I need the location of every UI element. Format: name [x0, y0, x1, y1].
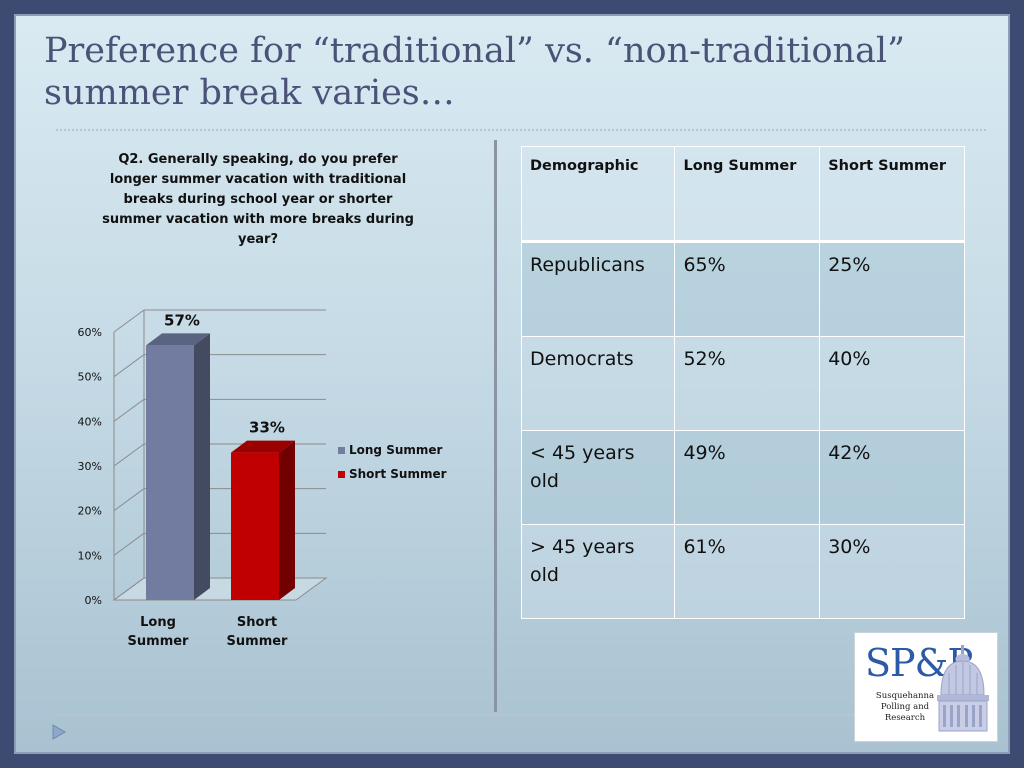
- data-label-long-summer: 57%: [164, 311, 200, 329]
- title-divider: [56, 129, 986, 131]
- logo-caption: Susquehanna Polling and Research: [863, 691, 947, 724]
- x-tick-label-long-summer: Summer: [128, 634, 190, 649]
- bar-top-long-summer: [146, 333, 210, 346]
- legend-item-short-summer: Short Summer: [338, 462, 447, 486]
- cell-long-summer: 52%: [674, 336, 821, 431]
- cell-long-summer: 65%: [674, 241, 821, 337]
- header-short-summer: Short Summer: [819, 146, 965, 243]
- table-header-row: Demographic Long Summer Short Summer: [520, 146, 965, 243]
- table-row: > 45 years old 61% 30%: [520, 524, 965, 619]
- cell-short-summer: 25%: [819, 241, 965, 337]
- cell-short-summer: 42%: [819, 430, 965, 525]
- cell-demographic: > 45 years old: [520, 524, 676, 619]
- y-tick-label: 40%: [78, 415, 102, 428]
- bar-short-summer: [231, 452, 279, 600]
- cell-short-summer: 40%: [819, 336, 965, 431]
- logo-caption-line-1: Susquehanna: [875, 691, 935, 701]
- cell-demographic: Republicans: [520, 241, 676, 337]
- legend-swatch-short-summer: [338, 470, 345, 478]
- y-tick-label: 10%: [78, 549, 102, 562]
- cell-demographic: Democrats: [520, 336, 676, 431]
- x-tick-label-long-summer: Long: [140, 615, 176, 630]
- vertical-divider: [494, 140, 497, 712]
- slide: Preference for “traditional” vs. “non-tr…: [14, 14, 1010, 754]
- logo-caption-line-2: Polling and: [880, 702, 930, 712]
- cell-long-summer: 61%: [674, 524, 821, 619]
- y-tick-label: 30%: [78, 460, 102, 473]
- table-row: < 45 years old 49% 42%: [520, 430, 965, 525]
- gridline-side: [113, 354, 145, 378]
- data-label-short-summer: 33%: [249, 419, 285, 437]
- footer-divider: [56, 714, 986, 716]
- demographic-table: Demographic Long Summer Short Summer Rep…: [520, 146, 965, 619]
- x-tick-label-short-summer: Summer: [227, 634, 289, 649]
- legend-label-short-summer: Short Summer: [349, 467, 447, 481]
- bar-top-short-summer: [231, 440, 295, 453]
- x-tick-label-short-summer: Short: [237, 615, 277, 630]
- capitol-dome-icon: [937, 645, 989, 732]
- cell-demographic: < 45 years old: [520, 430, 676, 525]
- table-row: Republicans 65% 25%: [520, 241, 965, 337]
- bar-long-summer: [146, 345, 194, 600]
- table-row: Democrats 52% 40%: [520, 336, 965, 431]
- header-demographic: Demographic: [520, 146, 676, 243]
- y-tick-label: 50%: [78, 371, 102, 384]
- legend-swatch-long-summer: [338, 446, 345, 454]
- gridline-side: [113, 488, 145, 512]
- cell-short-summer: 30%: [819, 524, 965, 619]
- y-tick-label: 20%: [78, 505, 102, 518]
- gridline-side: [113, 532, 145, 556]
- play-arrow-icon[interactable]: [52, 724, 66, 740]
- slide-title: Preference for “traditional” vs. “non-tr…: [44, 31, 906, 113]
- gridline-side: [113, 309, 145, 333]
- header-long-summer: Long Summer: [674, 146, 821, 243]
- cell-long-summer: 49%: [674, 430, 821, 525]
- gridline-side: [113, 398, 145, 422]
- gridline-side: [113, 443, 145, 467]
- legend-label-long-summer: Long Summer: [349, 443, 443, 457]
- chart-question: Q2. Generally speaking, do you prefer lo…: [102, 152, 414, 247]
- legend-item-long-summer: Long Summer: [338, 438, 447, 462]
- bar-side-long-summer: [194, 333, 210, 600]
- bar-side-short-summer: [279, 440, 295, 600]
- y-tick-label: 60%: [78, 326, 102, 339]
- company-logo: SP&R Susquehanna Polling and Research: [854, 632, 998, 742]
- bar-chart: 0% 10% 20% 30% 40% 50% 60% 57% Long Summer 33% Shor…: [78, 309, 328, 649]
- logo-caption-line-3: Research: [884, 713, 926, 723]
- chart-legend: Long Summer Short Summer: [338, 438, 447, 486]
- y-tick-label: 0%: [85, 594, 102, 607]
